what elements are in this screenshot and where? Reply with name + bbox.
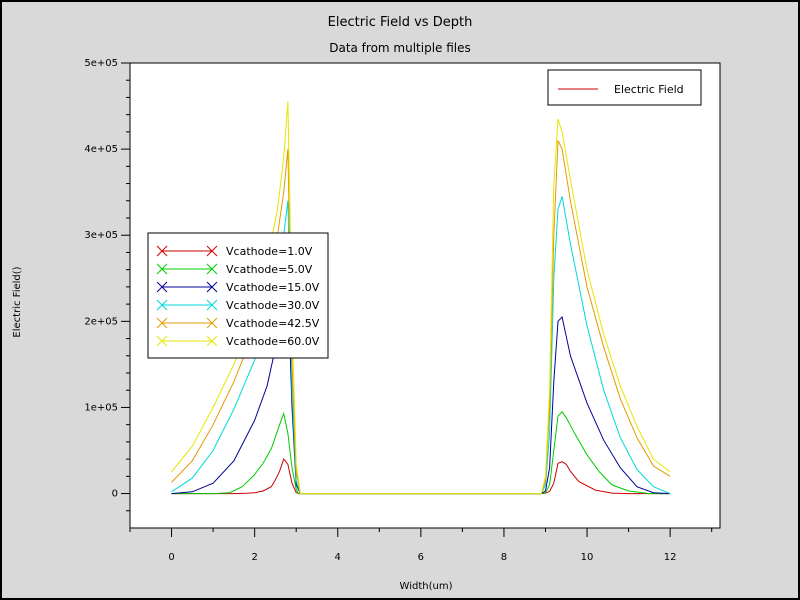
legend-marker xyxy=(156,263,168,275)
upper-legend-box xyxy=(547,69,702,106)
series-legend-box xyxy=(147,232,329,359)
legend-marker xyxy=(156,317,168,329)
legend-label: Vcathode=5.0V xyxy=(226,263,313,276)
legend-marker xyxy=(206,317,218,329)
x-tick-label: 10 xyxy=(581,552,594,563)
legend-label: Vcathode=60.0V xyxy=(226,335,320,348)
legend-label: Vcathode=15.0V xyxy=(226,281,320,294)
x-tick-label: 2 xyxy=(251,552,257,563)
upper-legend: Electric Field xyxy=(547,69,702,106)
legend-marker xyxy=(156,299,168,311)
upper-legend-label: Electric Field xyxy=(614,83,684,96)
legend-label: Vcathode=42.5V xyxy=(226,317,320,330)
x-tick-label: 6 xyxy=(418,552,424,563)
legend-marker xyxy=(206,263,218,275)
chart-title: Electric Field vs Depth xyxy=(328,15,473,30)
legend-marker xyxy=(156,245,168,257)
y-tick-label: 1e+05 xyxy=(84,402,118,413)
y-axis-label: Electric Field() xyxy=(12,266,23,337)
series-legend: Vcathode=1.0V Vcathode=5.0V Vcathode=15.0V… xyxy=(147,232,329,359)
y-tick-label: 0 xyxy=(112,489,118,500)
legend-marker xyxy=(206,245,218,257)
y-axis: 0 1e+05 2e+05 3e+05 4e+05 5e+05 xyxy=(84,58,131,528)
x-axis-label: Width(um) xyxy=(400,581,453,592)
legend-marker xyxy=(206,335,218,347)
legend-label: Vcathode=30.0V xyxy=(226,299,320,312)
x-tick-label: 4 xyxy=(335,552,341,563)
legend-marker xyxy=(206,299,218,311)
x-tick-label: 8 xyxy=(501,552,507,563)
y-tick-label: 2e+05 xyxy=(84,316,118,327)
x-tick-label: 12 xyxy=(664,552,677,563)
legend-marker xyxy=(156,281,168,293)
chart-subtitle: Data from multiple files xyxy=(329,41,471,55)
legend-label: Vcathode=1.0V xyxy=(226,245,313,258)
legend-marker xyxy=(206,281,218,293)
y-tick-label: 3e+05 xyxy=(84,230,118,241)
x-tick-label: 0 xyxy=(168,552,174,563)
x-axis: 0 2 4 6 8 10 12 xyxy=(129,527,720,563)
legend-marker xyxy=(156,335,168,347)
y-tick-label: 4e+05 xyxy=(84,144,118,155)
y-tick-label: 5e+05 xyxy=(84,58,118,69)
